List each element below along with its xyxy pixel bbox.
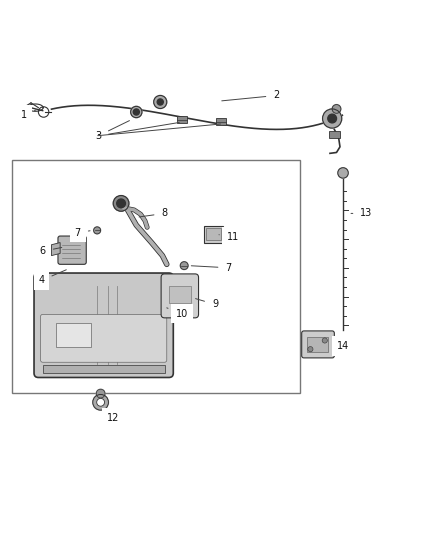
Bar [169, 286, 191, 303]
Bar [216, 118, 226, 125]
Text: 13: 13 [351, 208, 373, 219]
Bar [12, 160, 300, 393]
Bar [177, 116, 187, 123]
Circle shape [328, 114, 336, 123]
Text: 9: 9 [195, 298, 218, 309]
Circle shape [154, 95, 167, 109]
FancyBboxPatch shape [34, 273, 173, 377]
Circle shape [133, 109, 139, 115]
Bar [329, 131, 339, 138]
Bar [204, 226, 223, 243]
Text: 3: 3 [95, 120, 130, 141]
Text: 11: 11 [219, 232, 239, 243]
Text: 8: 8 [139, 208, 168, 219]
FancyBboxPatch shape [58, 236, 86, 264]
Circle shape [131, 107, 142, 118]
FancyBboxPatch shape [302, 331, 334, 358]
Circle shape [180, 262, 188, 270]
Bar [307, 337, 328, 352]
Circle shape [97, 398, 105, 406]
Text: 6: 6 [40, 246, 62, 256]
Circle shape [322, 109, 342, 128]
Circle shape [93, 394, 109, 410]
Circle shape [332, 104, 341, 114]
Circle shape [322, 338, 327, 343]
Text: 7: 7 [191, 263, 232, 273]
Circle shape [338, 168, 348, 178]
Bar [56, 323, 91, 347]
Bar [173, 313, 184, 321]
FancyBboxPatch shape [161, 274, 198, 318]
Polygon shape [51, 243, 60, 256]
Circle shape [96, 389, 105, 398]
Text: 7: 7 [74, 228, 90, 238]
Circle shape [157, 99, 163, 105]
Text: 2: 2 [222, 91, 279, 101]
Text: 1: 1 [21, 110, 36, 120]
FancyBboxPatch shape [41, 314, 167, 362]
Bar [43, 365, 165, 373]
Text: 4: 4 [39, 270, 66, 286]
Text: 10: 10 [167, 308, 188, 319]
Circle shape [94, 227, 101, 234]
Circle shape [308, 346, 313, 352]
Bar [206, 228, 221, 240]
Text: 3: 3 [95, 123, 179, 141]
Circle shape [117, 199, 125, 208]
Text: 14: 14 [335, 340, 349, 351]
Circle shape [113, 196, 129, 211]
Text: 12: 12 [107, 411, 120, 423]
